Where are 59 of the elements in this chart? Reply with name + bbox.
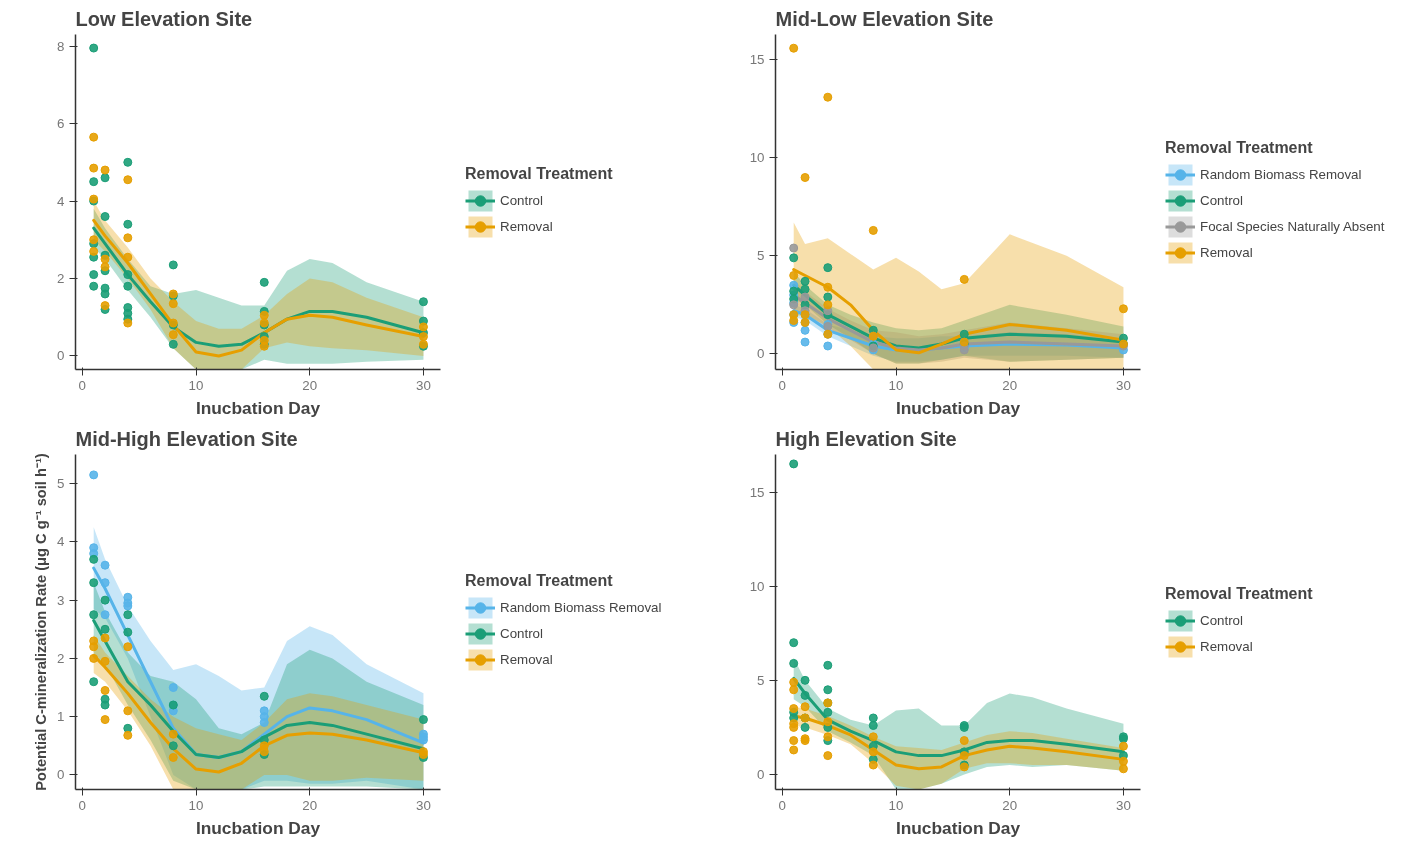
- x-axis-title: Inucbation Day: [895, 397, 1021, 418]
- x-tick-label: 0: [78, 377, 87, 393]
- chart-title: Mid-High Elevation Site: [75, 427, 298, 450]
- y-tick-label: 2: [57, 650, 65, 666]
- y-tick-label: 0: [757, 766, 765, 782]
- x-tick-label: 0: [78, 797, 87, 813]
- legend-label: Control: [500, 625, 543, 641]
- chart-title: Mid-Low Elevation Site: [775, 7, 994, 30]
- x-tick-label: 30: [1116, 797, 1131, 813]
- x-axis-title: Inucbation Day: [195, 817, 321, 838]
- legend-label: Removal: [1200, 244, 1253, 260]
- x-tick-label: 30: [1116, 377, 1131, 393]
- legend-title: Removal Treatment: [1165, 584, 1313, 602]
- y-tick-label: 8: [57, 38, 65, 54]
- legend-label: Control: [1200, 612, 1243, 628]
- legend-title: Removal Treatment: [465, 571, 614, 589]
- y-tick-label: 0: [57, 348, 65, 364]
- y-tick-label: 5: [57, 476, 65, 492]
- y-axis-title: Potential C-mineralization Rate (μg C g⁻¹ soil h⁻¹): [33, 453, 50, 791]
- legend-label: Removal: [500, 651, 553, 667]
- y-tick-label: 4: [57, 534, 66, 550]
- legend-label: Removal: [1200, 638, 1253, 654]
- x-tick-label: 20: [1002, 377, 1018, 393]
- x-tick-label: 30: [416, 377, 431, 393]
- y-tick-label: 6: [57, 116, 65, 132]
- legend-title: Removal Treatment: [465, 164, 613, 182]
- y-tick-label: 2: [57, 270, 65, 286]
- y-tick-label: 15: [749, 484, 765, 500]
- y-tick-label: 0: [757, 346, 765, 362]
- y-tick-label: 5: [757, 672, 765, 688]
- x-axis-title: Inucbation Day: [895, 817, 1021, 838]
- legend-title: Removal Treatment: [1165, 138, 1314, 156]
- chart-title: High Elevation Site: [775, 427, 957, 450]
- legend-label: Removal: [500, 218, 553, 234]
- y-tick-label: 5: [757, 248, 765, 264]
- y-tick-label: 1: [57, 709, 65, 725]
- x-tick-label: 10: [888, 797, 904, 813]
- x-axis-title: Inucbation Day: [195, 397, 321, 418]
- legend-label: Random Biomass Removal: [500, 599, 662, 615]
- x-tick-label: 0: [778, 797, 787, 813]
- x-tick-label: 30: [416, 797, 431, 813]
- legend-label: Focal Species Naturally Absent: [1200, 218, 1385, 234]
- y-tick-label: 10: [749, 578, 765, 594]
- y-tick-label: 3: [57, 592, 65, 608]
- y-tick-label: 0: [57, 767, 65, 783]
- x-tick-label: 10: [188, 797, 204, 813]
- x-tick-label: 0: [778, 377, 787, 393]
- legend-label: Control: [1200, 192, 1243, 208]
- x-tick-label: 20: [302, 797, 318, 813]
- chart-title: Low Elevation Site: [75, 7, 253, 30]
- y-tick-label: 10: [749, 150, 765, 166]
- x-tick-label: 10: [888, 377, 904, 393]
- x-tick-label: 20: [302, 377, 318, 393]
- legend-label: Random Biomass Removal: [1200, 166, 1362, 182]
- y-tick-label: 4: [57, 193, 66, 209]
- x-tick-label: 20: [1002, 797, 1018, 813]
- y-tick-label: 15: [749, 52, 765, 68]
- legend-label: Control: [500, 192, 543, 208]
- x-tick-label: 10: [188, 377, 204, 393]
